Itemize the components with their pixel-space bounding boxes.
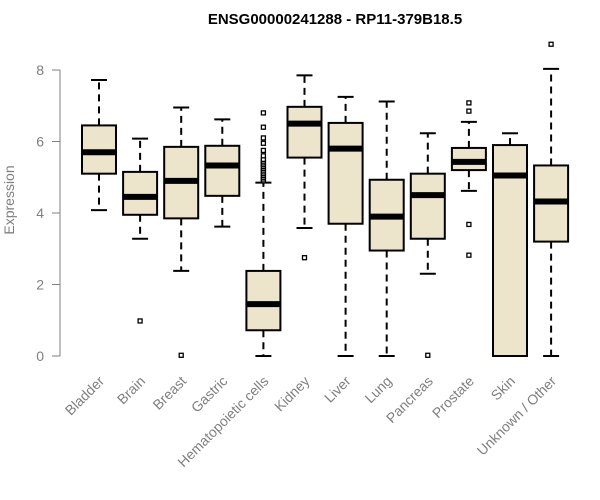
y-axis-label: Expression	[1, 165, 17, 234]
category-label: Liver	[321, 373, 354, 406]
category-label: Skin	[488, 373, 519, 404]
box-skin	[492, 132, 528, 357]
outlier-point	[260, 110, 267, 116]
outlier-point	[137, 318, 143, 324]
y-tick-label: 0	[36, 348, 44, 364]
outlier-point	[301, 255, 308, 261]
iqr-box	[245, 269, 282, 332]
iqr-box	[286, 105, 323, 159]
box-kidney	[286, 74, 323, 261]
iqr-box	[204, 144, 241, 197]
category-label: Lung	[361, 373, 394, 406]
iqr-box	[327, 121, 364, 225]
outlier-point	[260, 140, 267, 146]
box-bladder	[81, 79, 117, 212]
y-tick-label: 4	[36, 205, 44, 221]
y-tick-label: 2	[36, 277, 44, 293]
box-breast	[163, 106, 200, 358]
y-axis: 0 2 4 6 8	[36, 62, 61, 364]
box-brain	[122, 137, 159, 324]
outlier-point	[466, 252, 472, 258]
chart-title: ENSG00000241288 - RP11-379B18.5	[208, 11, 462, 28]
box-prostate	[450, 100, 487, 258]
outlier-point	[260, 124, 267, 130]
category-label: Prostate	[429, 373, 477, 421]
outlier-point	[466, 100, 472, 106]
outlier-point	[548, 41, 554, 47]
iqr-box	[409, 172, 446, 240]
outlier-point	[466, 108, 472, 114]
category-label: Brain	[114, 373, 148, 407]
outlier-point	[466, 221, 472, 228]
y-tick-label: 6	[36, 134, 44, 150]
box-pancreas	[409, 132, 446, 358]
box-liver	[327, 95, 364, 357]
boxes-group	[81, 41, 570, 358]
outlier-point	[178, 352, 184, 358]
iqr-box	[122, 170, 159, 216]
outlier-point	[425, 352, 431, 358]
outlier-point	[260, 153, 267, 159]
category-label: Bladder	[62, 373, 108, 419]
outlier-point	[260, 147, 267, 154]
box-hematopoietic-cells	[245, 110, 282, 357]
category-label: Breast	[149, 373, 189, 413]
iqr-box	[492, 144, 528, 357]
box-gastric	[204, 118, 241, 228]
box-unknown-other	[533, 41, 570, 357]
category-label: Kidney	[271, 373, 313, 415]
y-tick-label: 8	[36, 62, 44, 78]
box-lung	[368, 100, 405, 357]
outlier-point	[260, 135, 267, 141]
